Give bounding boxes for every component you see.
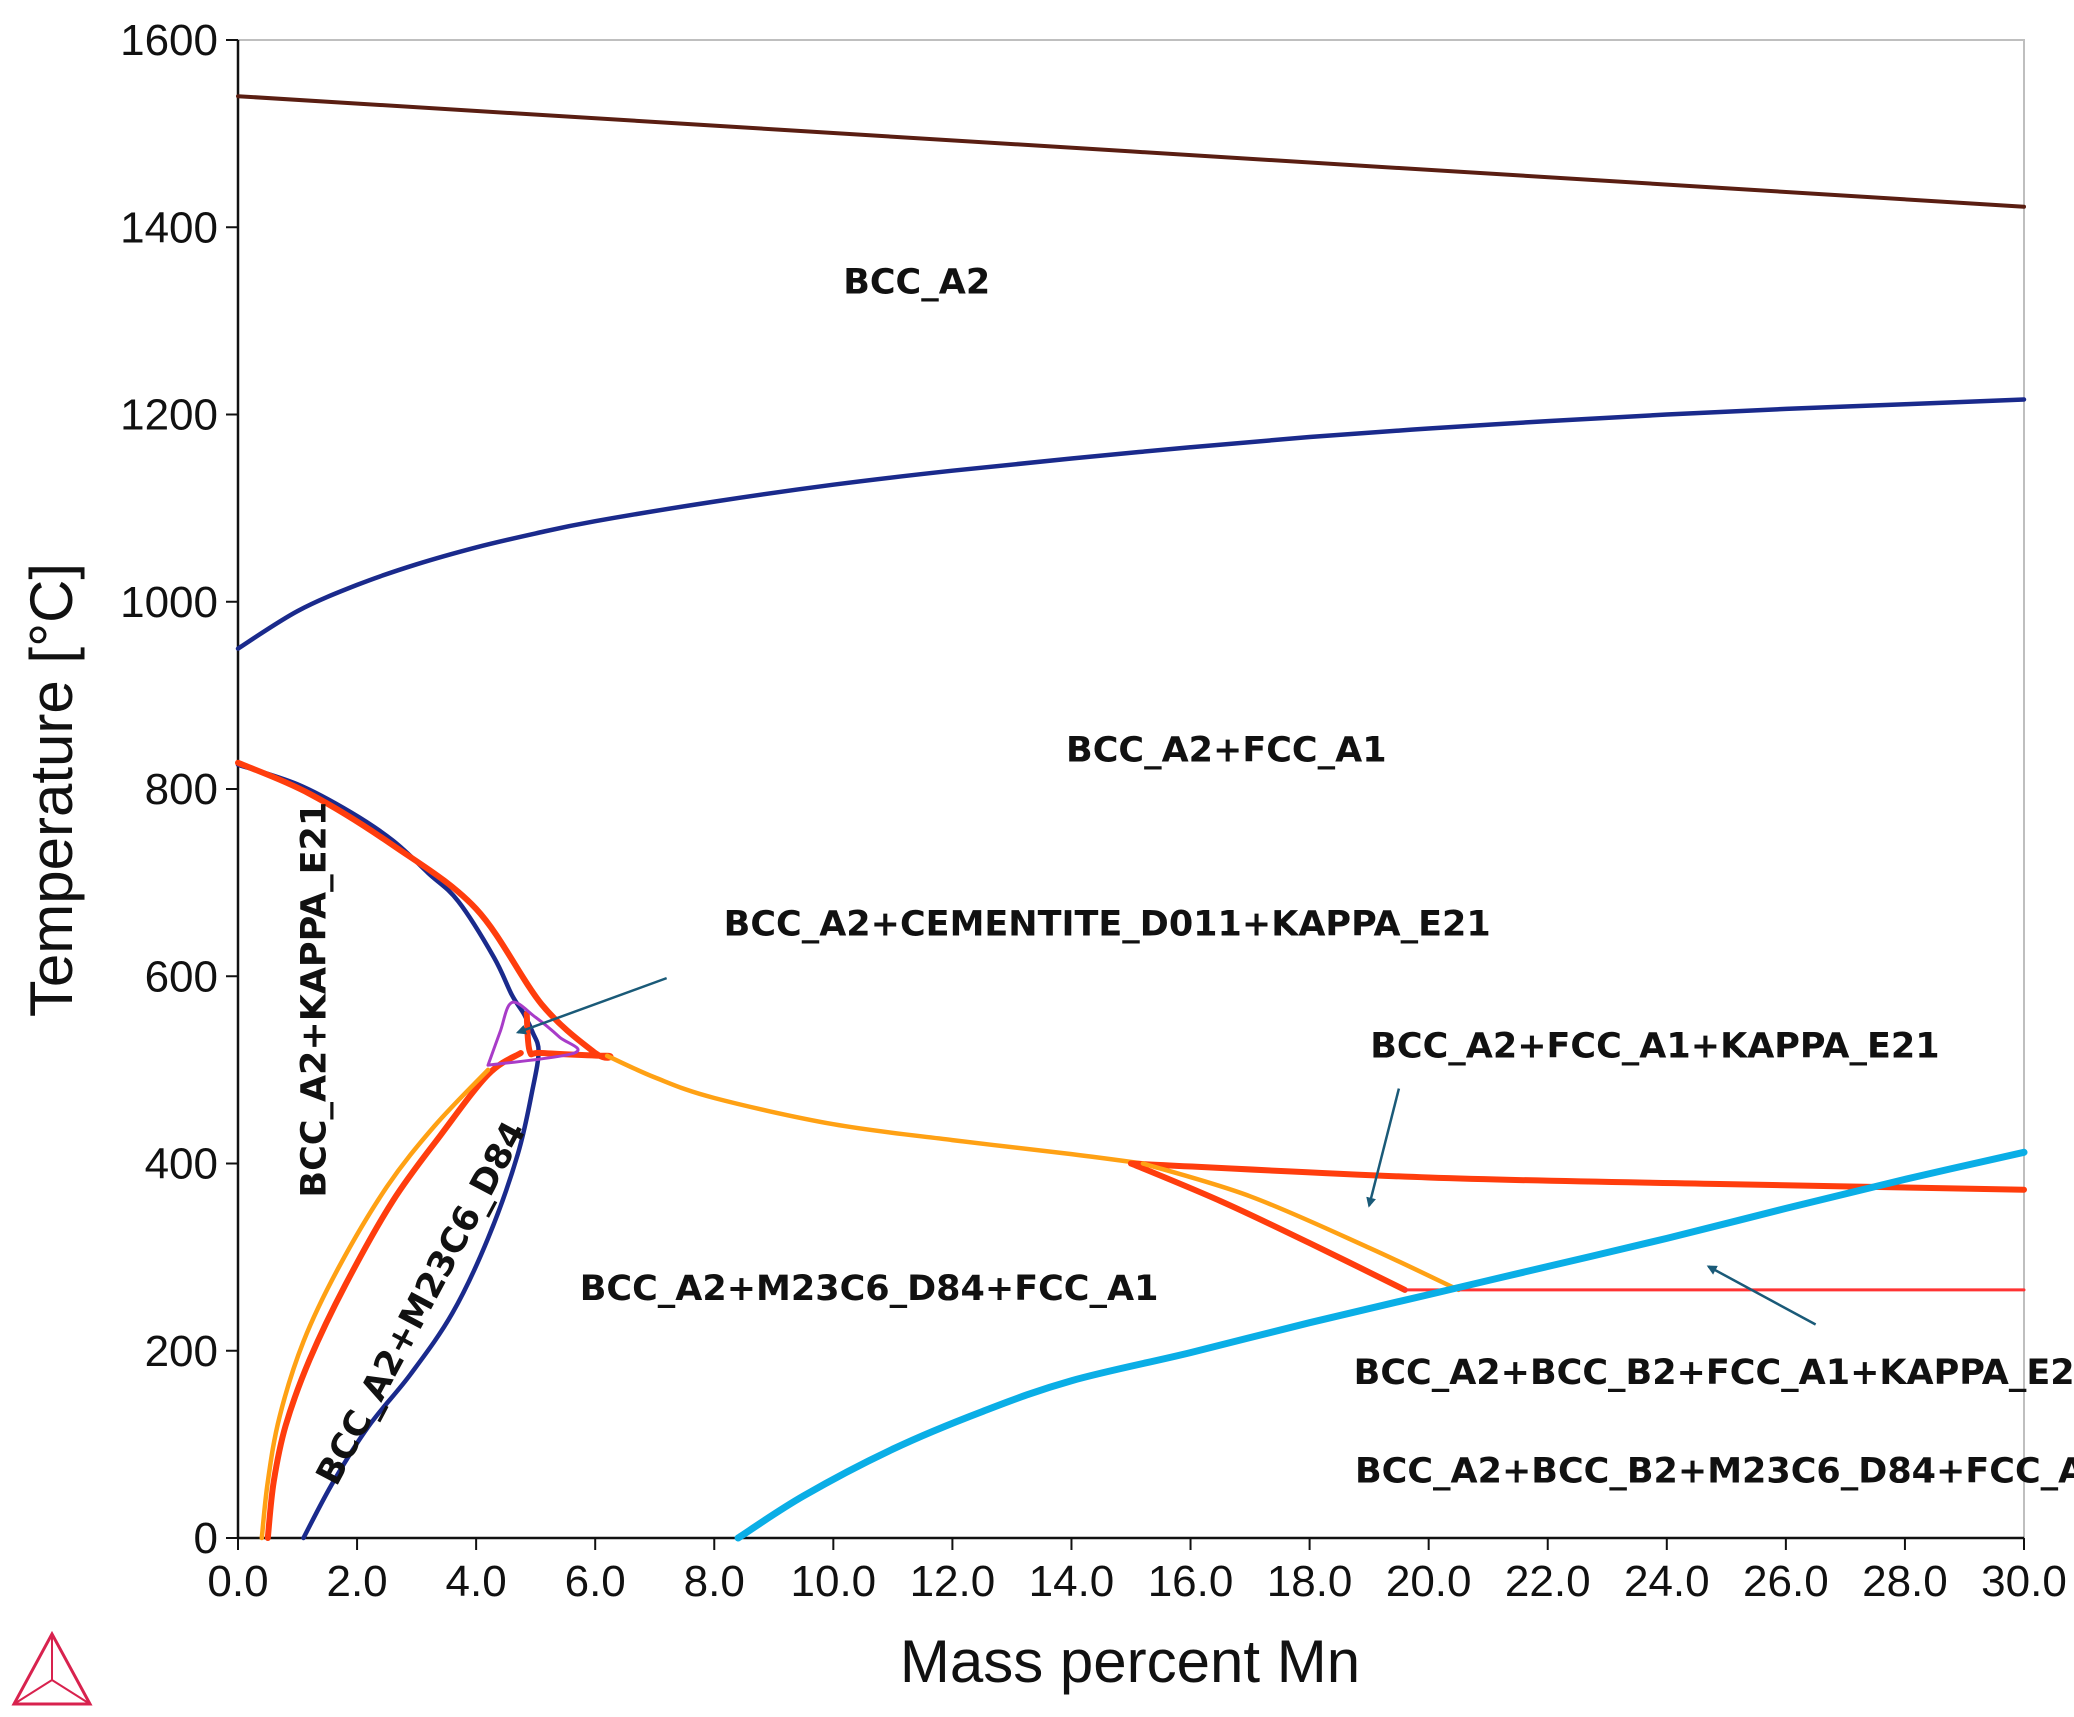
y-tick-label: 1400 (120, 203, 218, 252)
thermo-calc-logo-icon (11, 1630, 93, 1706)
y-tick-label: 800 (145, 765, 218, 814)
region-label: BCC_A2+M23C6_D84 (309, 1115, 535, 1492)
annotation-arrow-3 (1706, 1265, 1817, 1326)
y-tick-label: 1000 (120, 578, 218, 627)
phase-line-orange-main (604, 1053, 1146, 1166)
phase-line-orange-lower (259, 1067, 491, 1541)
region-label: BCC_A2+BCC_B2+FCC_A1+KAPPA_E21 (1354, 1353, 2074, 1393)
y-tick-label: 200 (145, 1327, 218, 1376)
y-tick-label: 0 (194, 1514, 218, 1563)
region-label: BCC_A2+FCC_A1+KAPPA_E21 (1370, 1026, 1939, 1066)
annotation-arrow-2 (1366, 1088, 1401, 1208)
phase-line-liquidus (236, 94, 2026, 209)
region-label: BCC_A2+BCC_B2+M23C6_D84+FCC_A1 (1355, 1452, 2074, 1492)
y-tick-label: 400 (145, 1140, 218, 1189)
phase-line-red-steep (1128, 1160, 1408, 1293)
x-tick-label: 2.0 (326, 1557, 387, 1606)
phase-line-red-upper-400 (1128, 1160, 2027, 1193)
x-axis-ticks: 0.0 2.0 4.0 6.0 8.0 10.0 12.0 14.0 16.0 18.0 20.0 2… (207, 1538, 2067, 1606)
x-tick-label: 14.0 (1029, 1557, 1115, 1606)
phase-line-orange-mid (1140, 1161, 1461, 1293)
y-axis-ticks: 0 200 400 600 800 1000 1200 1400 1600 (120, 16, 238, 1563)
x-tick-label: 16.0 (1148, 1557, 1234, 1606)
phase-line-cyan (734, 1148, 2028, 1542)
phase-line-navy-lower (235, 762, 541, 1541)
x-tick-label: 6.0 (565, 1557, 626, 1606)
region-label: BCC_A2+M23C6_D84+FCC_A1 (580, 1269, 1159, 1309)
phase-line-red-lower (264, 1050, 524, 1541)
x-tick-label: 10.0 (791, 1557, 877, 1606)
phase-line-purple-triangle (486, 1000, 580, 1067)
phase-line-red-upper (235, 759, 614, 1061)
y-axis-title: Temperature [°C] (18, 563, 85, 1017)
x-axis-title: Mass percent Mn (900, 1628, 1360, 1695)
x-tick-label: 12.0 (910, 1557, 996, 1606)
region-label: BCC_A2+KAPPA_E21 (294, 802, 334, 1198)
x-tick-label: 22.0 (1505, 1557, 1591, 1606)
y-tick-label: 1200 (120, 391, 218, 440)
region-label: BCC_A2+FCC_A1 (1066, 731, 1387, 771)
x-tick-label: 20.0 (1386, 1557, 1472, 1606)
x-tick-label: 0.0 (207, 1557, 268, 1606)
y-tick-label: 1600 (120, 16, 218, 65)
phase-line-bcc-fcc-upper (235, 397, 2027, 651)
annotation-arrow-1 (515, 976, 668, 1035)
x-tick-label: 8.0 (684, 1557, 745, 1606)
x-tick-label: 4.0 (446, 1557, 507, 1606)
y-tick-label: 600 (145, 952, 218, 1001)
plot-frame (237, 39, 2025, 1539)
phase-boundaries (235, 94, 2028, 1542)
x-tick-label: 28.0 (1862, 1557, 1948, 1606)
region-label: BCC_A2+CEMENTITE_D011+KAPPA_E21 (724, 905, 1491, 945)
x-tick-label: 18.0 (1267, 1557, 1353, 1606)
x-tick-label: 26.0 (1743, 1557, 1829, 1606)
region-label: BCC_A2 (843, 262, 990, 302)
annotation-arrows (515, 976, 1817, 1326)
x-tick-label: 24.0 (1624, 1557, 1710, 1606)
x-tick-label: 30.0 (1981, 1557, 2067, 1606)
